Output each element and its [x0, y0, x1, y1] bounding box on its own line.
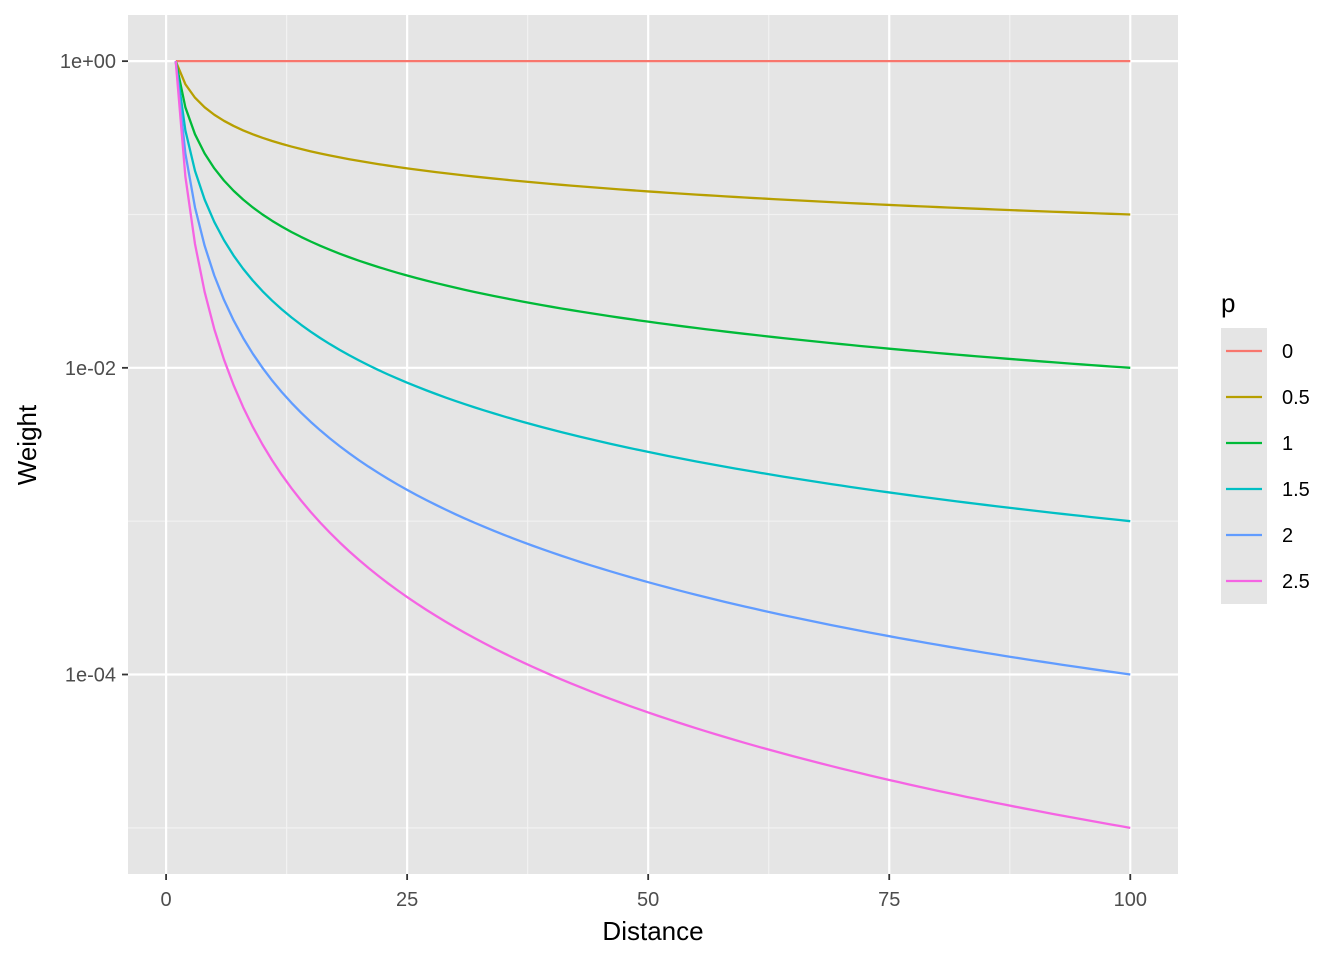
legend-label-p-1: 1 [1282, 433, 1293, 455]
minor-gridlines [128, 15, 1178, 874]
series-line-p-2 [174, 61, 1131, 676]
y-axis: 1e+00 1e-02 1e-04 [60, 51, 128, 687]
legend-label-p-0.5: 0.5 [1282, 387, 1310, 409]
series-line-p-0.5 [174, 60, 1131, 216]
legend-label-p-2.5: 2.5 [1282, 571, 1310, 593]
y-tick-label: 1e-02 [65, 358, 116, 380]
series-lines [174, 60, 1131, 829]
plot-panel [128, 15, 1178, 874]
series-line-p-1 [174, 60, 1131, 369]
legend-title: p [1221, 288, 1235, 318]
x-tick-label: 75 [878, 889, 900, 911]
legend: p 0 0.5 1 1.5 2 2.5 [1221, 288, 1310, 604]
series-line-p-1.5 [174, 61, 1131, 523]
y-tick-label: 1e-04 [65, 665, 116, 687]
legend-key-background [1221, 328, 1267, 604]
x-tick-label: 50 [637, 889, 659, 911]
series-line-p-2.5 [174, 61, 1131, 829]
x-axis-title: Distance [602, 916, 703, 946]
legend-label-p-2: 2 [1282, 525, 1293, 547]
major-gridlines [128, 15, 1178, 874]
legend-label-p-0: 0 [1282, 341, 1293, 363]
x-tick-label: 25 [396, 889, 418, 911]
y-axis-title: Weight [12, 404, 42, 485]
x-tick-label: 100 [1114, 889, 1147, 911]
x-tick-label: 0 [161, 889, 172, 911]
x-axis: 0 25 50 75 100 [161, 874, 1147, 911]
y-tick-label: 1e+00 [60, 51, 116, 73]
legend-label-p-1.5: 1.5 [1282, 479, 1310, 501]
legend-items: 0 0.5 1 1.5 2 2.5 [1226, 341, 1310, 593]
